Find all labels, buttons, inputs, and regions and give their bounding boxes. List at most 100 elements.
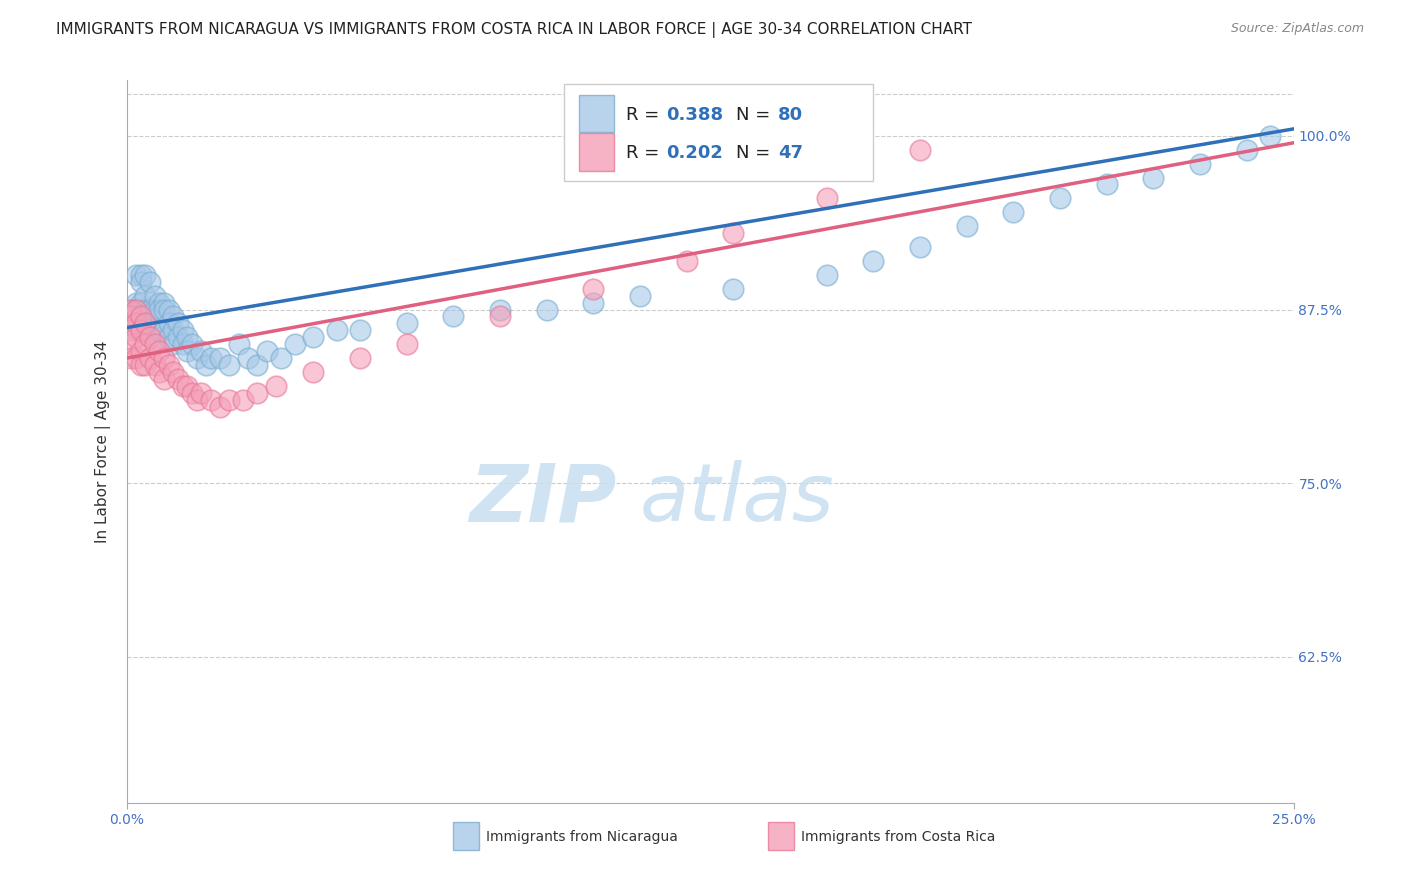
Point — [908, 143, 931, 157]
Point — [180, 385, 202, 400]
Point — [1236, 143, 1258, 157]
Point — [176, 330, 198, 344]
Point — [582, 295, 605, 310]
Point — [172, 323, 194, 337]
Point — [172, 337, 194, 351]
Point — [582, 282, 605, 296]
Point — [125, 268, 148, 282]
Point — [120, 351, 142, 366]
Point — [395, 337, 418, 351]
Bar — [453, 822, 479, 850]
Text: N =: N = — [735, 106, 776, 124]
Point — [218, 358, 240, 372]
Point — [148, 295, 170, 310]
Point — [125, 295, 148, 310]
Point — [139, 302, 162, 317]
Point — [167, 317, 190, 331]
Point — [125, 323, 148, 337]
Point — [139, 351, 162, 366]
Point — [157, 302, 180, 317]
Text: 80: 80 — [778, 106, 803, 124]
Point — [956, 219, 979, 234]
Point — [125, 330, 148, 344]
Point — [236, 351, 259, 366]
Point — [723, 282, 745, 296]
Text: N =: N = — [735, 144, 776, 161]
Point — [143, 337, 166, 351]
Point — [186, 392, 208, 407]
Point — [120, 302, 142, 317]
Point — [489, 310, 512, 324]
Bar — [768, 822, 794, 850]
Point — [148, 344, 170, 359]
Point — [162, 337, 184, 351]
Point — [162, 365, 184, 379]
Point — [815, 191, 838, 205]
Point — [157, 330, 180, 344]
Point — [208, 400, 231, 414]
Point — [395, 317, 418, 331]
Point — [134, 268, 156, 282]
Point — [675, 254, 697, 268]
Point — [134, 310, 156, 324]
Point — [200, 351, 222, 366]
Point — [129, 323, 152, 337]
Point — [143, 302, 166, 317]
Point — [349, 351, 371, 366]
Point — [862, 254, 884, 268]
Text: 47: 47 — [778, 144, 803, 161]
Text: R =: R = — [626, 106, 665, 124]
Text: atlas: atlas — [640, 460, 835, 539]
Point — [1049, 191, 1071, 205]
Point — [139, 323, 162, 337]
Text: Source: ZipAtlas.com: Source: ZipAtlas.com — [1230, 22, 1364, 36]
Point — [148, 310, 170, 324]
Bar — [579, 95, 614, 132]
Point — [441, 310, 464, 324]
Point — [120, 302, 142, 317]
Point — [1189, 156, 1212, 170]
Point — [167, 372, 190, 386]
Point — [125, 351, 148, 366]
Point — [190, 385, 212, 400]
Point — [129, 310, 152, 324]
Point — [186, 351, 208, 366]
Y-axis label: In Labor Force | Age 30-34: In Labor Force | Age 30-34 — [94, 340, 111, 543]
Point — [176, 379, 198, 393]
Point — [143, 310, 166, 324]
Point — [148, 302, 170, 317]
Point — [148, 323, 170, 337]
Point — [120, 302, 142, 317]
Point — [167, 330, 190, 344]
Point — [125, 302, 148, 317]
Point — [908, 240, 931, 254]
Point — [134, 323, 156, 337]
Point — [176, 344, 198, 359]
Point — [134, 358, 156, 372]
Point — [120, 310, 142, 324]
Point — [129, 310, 152, 324]
Point — [162, 310, 184, 324]
Point — [134, 317, 156, 331]
Text: Immigrants from Nicaragua: Immigrants from Nicaragua — [486, 830, 678, 844]
Point — [153, 351, 176, 366]
Point — [1142, 170, 1164, 185]
Point — [200, 392, 222, 407]
Point — [284, 337, 307, 351]
Point — [157, 317, 180, 331]
Point — [153, 295, 176, 310]
Text: 0.202: 0.202 — [665, 144, 723, 161]
FancyBboxPatch shape — [564, 84, 873, 181]
Point — [162, 323, 184, 337]
Point — [246, 385, 269, 400]
Point — [302, 365, 325, 379]
Point — [228, 337, 250, 351]
Point — [270, 351, 292, 366]
Point — [143, 358, 166, 372]
Point — [723, 226, 745, 240]
Point — [153, 302, 176, 317]
Point — [264, 379, 287, 393]
Point — [125, 317, 148, 331]
Point — [143, 288, 166, 302]
Text: IMMIGRANTS FROM NICARAGUA VS IMMIGRANTS FROM COSTA RICA IN LABOR FORCE | AGE 30-: IMMIGRANTS FROM NICARAGUA VS IMMIGRANTS … — [56, 22, 972, 38]
